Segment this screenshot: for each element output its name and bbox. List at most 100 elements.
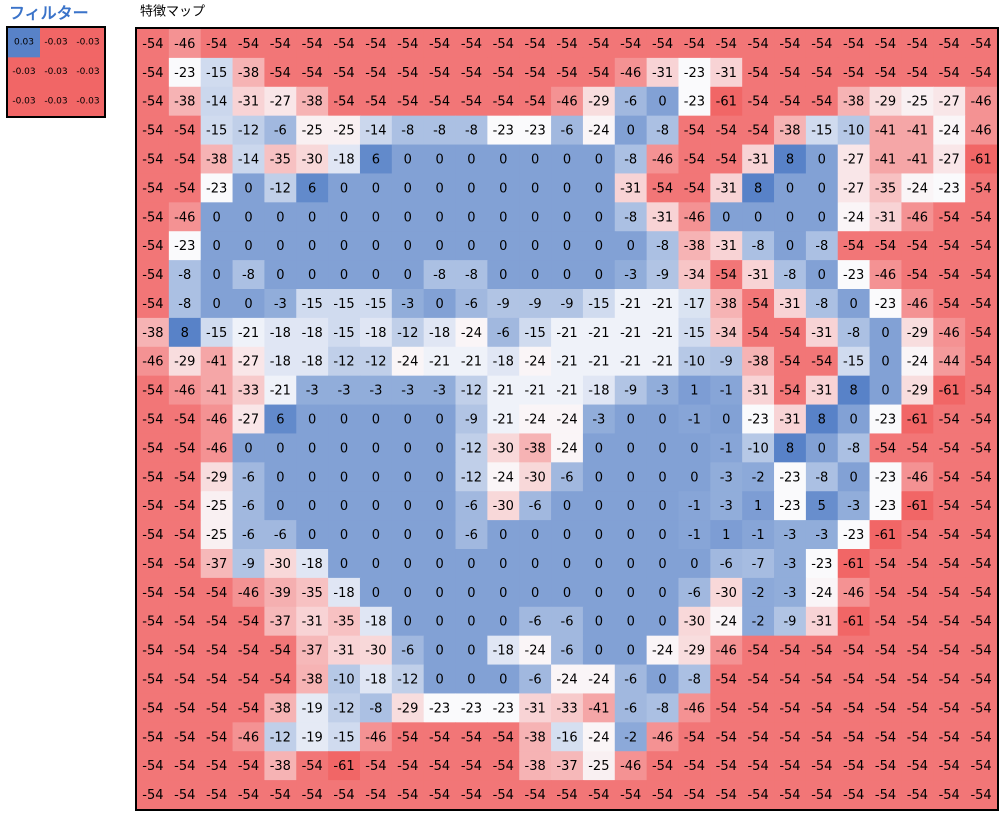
cell-value: 0 xyxy=(563,528,571,543)
cell xyxy=(232,57,265,88)
cell xyxy=(678,289,711,319)
cell xyxy=(519,86,552,117)
cell-value: -15 xyxy=(588,297,609,312)
cell-value: -46 xyxy=(970,124,991,139)
cell xyxy=(264,317,297,348)
cell-value: 0 xyxy=(340,441,348,456)
cell-value: 0 xyxy=(595,441,603,456)
cell-value: -54 xyxy=(270,788,291,803)
cell-value: -31 xyxy=(811,384,832,399)
cell-value: -54 xyxy=(939,210,960,225)
cell-value: -46 xyxy=(716,644,737,659)
cell xyxy=(296,375,329,406)
cell xyxy=(965,722,998,752)
cell xyxy=(487,520,520,550)
cell xyxy=(551,751,584,781)
cell-value: 0 xyxy=(435,441,443,456)
cell-value: -54 xyxy=(174,644,195,659)
cell xyxy=(137,577,170,608)
cell xyxy=(487,693,520,723)
cell xyxy=(678,635,711,666)
cell xyxy=(614,29,648,59)
cell-value: -38 xyxy=(206,153,227,168)
cell-value: 0 xyxy=(818,153,826,168)
cell xyxy=(582,404,616,434)
cell-value: -24 xyxy=(716,615,737,630)
cell-value: -27 xyxy=(939,95,960,110)
cell-value: -54 xyxy=(970,499,991,514)
cell-value: -23 xyxy=(843,268,864,283)
cell-value: -23 xyxy=(174,66,195,81)
cell xyxy=(774,664,807,694)
cell-value: -1 xyxy=(720,384,733,399)
cell-value: -23 xyxy=(429,701,450,716)
cell xyxy=(168,346,202,377)
cell-value: 0 xyxy=(276,210,284,225)
cell xyxy=(869,606,902,637)
cell-value: -54 xyxy=(429,37,450,52)
cell-value: -38 xyxy=(716,297,737,312)
cell xyxy=(232,231,265,261)
cell xyxy=(710,577,743,608)
cell-value: -54 xyxy=(843,759,864,774)
cell-value: 0 xyxy=(881,326,889,341)
cell xyxy=(869,433,902,463)
cell xyxy=(646,289,679,319)
cell xyxy=(200,57,234,88)
cell-value: -24 xyxy=(811,586,832,601)
cell xyxy=(296,664,329,694)
cell xyxy=(391,462,425,492)
cell-value: -61 xyxy=(970,153,991,168)
cell-value: 0 xyxy=(531,586,539,601)
cell xyxy=(455,780,488,810)
cell-value: -38 xyxy=(747,355,768,370)
cell xyxy=(168,173,202,203)
cell xyxy=(837,375,871,406)
cell xyxy=(837,751,871,781)
cell xyxy=(551,231,584,261)
cell xyxy=(359,57,393,88)
cell xyxy=(678,29,711,59)
cell xyxy=(296,462,329,492)
cell xyxy=(264,202,297,232)
cell-value: -12 xyxy=(461,384,482,399)
cell xyxy=(933,173,966,203)
cell xyxy=(837,549,871,579)
cell xyxy=(328,346,361,377)
cell-value: -54 xyxy=(429,66,450,81)
cell xyxy=(614,86,648,117)
cell-value: -54 xyxy=(142,644,163,659)
cell-value: 0 xyxy=(499,153,507,168)
cell xyxy=(901,29,934,59)
cell-value: -29 xyxy=(174,355,195,370)
cell-value: -54 xyxy=(970,210,991,225)
cell xyxy=(519,317,552,348)
cell xyxy=(805,635,839,666)
cell xyxy=(328,722,361,752)
cell xyxy=(519,29,552,59)
cell-value: -8 xyxy=(656,239,669,254)
cell xyxy=(519,144,552,174)
cell-value: -54 xyxy=(302,759,323,774)
cell xyxy=(137,375,170,406)
cell xyxy=(137,549,170,579)
cell-value: -46 xyxy=(142,355,163,370)
cell xyxy=(264,606,297,637)
cell-value: 0 xyxy=(467,673,475,688)
cell-value: -9 xyxy=(242,557,255,572)
cell-value: -38 xyxy=(779,124,800,139)
cell-value: -21 xyxy=(429,355,450,370)
cell xyxy=(551,375,584,406)
cell-value: -54 xyxy=(875,441,896,456)
cell xyxy=(742,260,775,290)
cell-value: -31 xyxy=(747,384,768,399)
cell-value: -54 xyxy=(238,759,259,774)
cell xyxy=(519,57,552,88)
cell-value: 0 xyxy=(595,470,603,485)
cell-value: -15 xyxy=(206,124,227,139)
cell-value: -54 xyxy=(716,673,737,688)
cell xyxy=(678,317,711,348)
cell xyxy=(296,549,329,579)
cell xyxy=(200,664,234,694)
cell xyxy=(933,491,966,521)
